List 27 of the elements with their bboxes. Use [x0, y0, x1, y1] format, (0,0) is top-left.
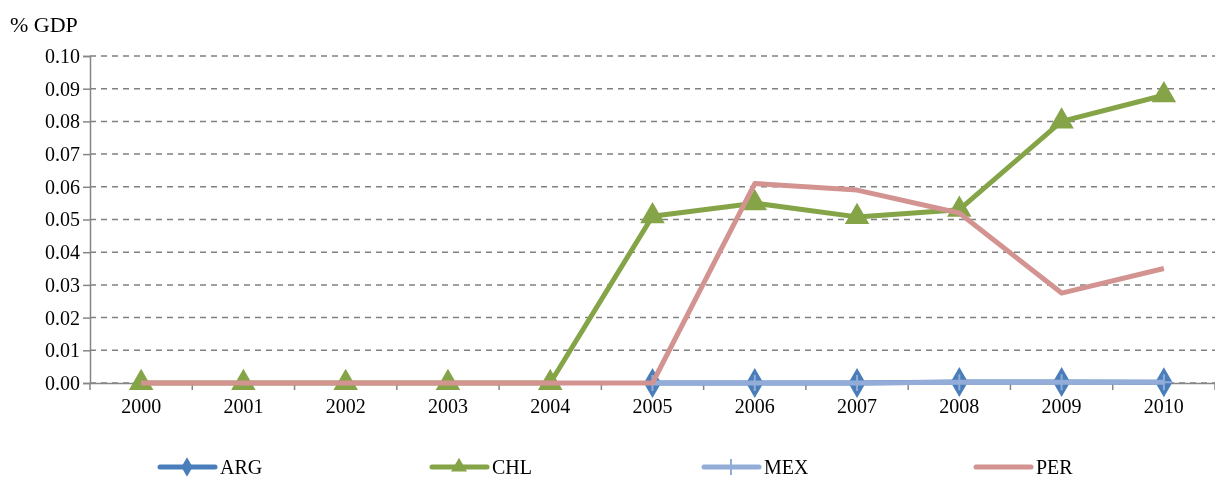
x-tick-label: 2007 [837, 395, 878, 418]
x-tick-label: 2002 [325, 395, 366, 418]
x-tick-label: 2010 [1143, 395, 1184, 418]
y-axis-title: % GDP [10, 12, 78, 37]
y-tick-label: 0.08 [45, 110, 80, 133]
x-tick-label: 2003 [427, 395, 468, 418]
x-tick-label: 2008 [939, 395, 980, 418]
y-tick-label: 0.01 [45, 339, 80, 362]
y-tick-label: 0.05 [45, 208, 80, 231]
legend-label: MEX [764, 456, 809, 478]
y-tick-label: 0.09 [45, 77, 80, 100]
legend-label: CHL [492, 456, 532, 478]
legend-label: ARG [220, 456, 263, 478]
y-tick-label: 0.07 [45, 143, 80, 165]
y-tick-label: 0.03 [45, 273, 80, 296]
y-tick-label: 0.02 [45, 306, 80, 329]
x-tick-label: 2000 [121, 395, 162, 418]
x-tick-label: 2004 [530, 395, 571, 418]
legend-label: PER [1036, 456, 1074, 478]
y-tick-label: 0.10 [45, 44, 80, 67]
y-tick-label: 0.06 [45, 175, 80, 198]
x-tick-label: 2009 [1041, 395, 1082, 418]
y-tick-label: 0.04 [45, 241, 80, 264]
x-tick-label: 2005 [632, 395, 673, 418]
x-tick-label: 2001 [223, 395, 264, 418]
y-tick-label: 0.00 [45, 371, 80, 394]
x-tick-label: 2006 [734, 395, 775, 418]
